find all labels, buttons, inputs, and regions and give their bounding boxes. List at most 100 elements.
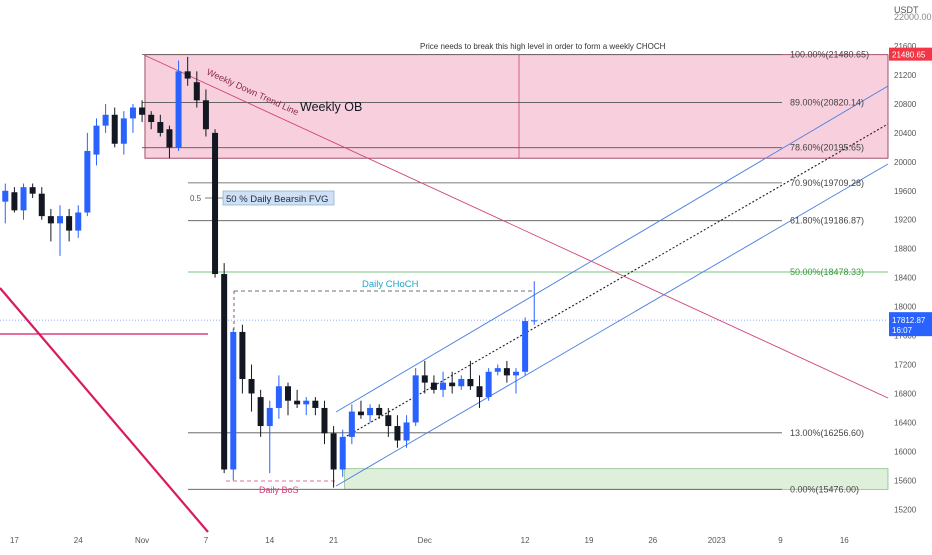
fvg-level-label: 0.5 (190, 194, 202, 203)
y-tick-label: 19600 (894, 187, 917, 196)
candle-body (367, 407, 374, 416)
candle-body (266, 407, 273, 427)
candle-body (503, 368, 510, 376)
candle-body (394, 426, 401, 441)
candle-body (75, 212, 82, 231)
channel-upper-line (335, 85, 889, 413)
x-tick-label: Nov (135, 536, 149, 545)
top-price-badge-text: 21480.65 (892, 51, 926, 60)
weekly-ob-label: Weekly OB (300, 100, 362, 114)
y-tick-label: 15200 (894, 505, 917, 514)
candle-body (513, 371, 519, 376)
candle-body (139, 107, 146, 115)
y-tick-label: 16000 (894, 447, 917, 456)
candle-body (348, 411, 355, 437)
weekly-ob-zone (144, 54, 889, 159)
y-tick-label: 18400 (894, 274, 917, 283)
candle-body (458, 378, 465, 387)
bos-label: Daily BoS (259, 485, 299, 495)
zone-layer (144, 54, 889, 490)
x-tick-label: 17 (10, 536, 19, 545)
candle-body (248, 378, 255, 394)
candle-body (230, 331, 237, 470)
y-tick-label: 21200 (894, 71, 917, 80)
candle-body (129, 107, 136, 119)
candle-body (303, 400, 310, 405)
candle-body (157, 122, 164, 133)
fib-level-label: 100.00%(21480.65) (790, 50, 869, 60)
axis-layer: USDT 22000.00 15200 15600 16000 16400 16800 1… (10, 5, 932, 545)
candle-body (257, 397, 264, 427)
candle-body (412, 375, 419, 423)
candle-body (11, 192, 18, 211)
candle-body (275, 386, 282, 408)
candle-body (2, 190, 9, 202)
candle-body (47, 216, 54, 224)
candle-body (285, 386, 291, 401)
fib-level-label: 0.00%(15476.00) (790, 484, 859, 494)
candle-body (440, 382, 447, 390)
x-tick-label: 7 (204, 536, 209, 545)
x-tick-label: 9 (778, 536, 783, 545)
candle-body (20, 187, 27, 211)
current-price-text: 17812.87 (892, 316, 926, 325)
candle-body (339, 436, 346, 470)
grid-layer (0, 54, 888, 490)
x-tick-label: 24 (74, 536, 83, 545)
candle-body (29, 187, 36, 194)
x-tick-label: 19 (585, 536, 594, 545)
candle-body (376, 407, 383, 416)
x-tick-label: 14 (265, 536, 274, 545)
y-tick-label: 18000 (894, 303, 917, 312)
candle-body (111, 114, 118, 144)
candle-body (184, 71, 191, 79)
candle-body (175, 71, 182, 148)
candle-body (476, 386, 483, 398)
candle-body (357, 411, 364, 416)
candle-body (330, 433, 337, 470)
y-tick-label: 20000 (894, 158, 917, 167)
fvg-label: 50 % Daily Bearsih FVG (226, 194, 328, 205)
candle-body (294, 400, 301, 405)
x-tick-label: 21 (329, 536, 338, 545)
candle-body (148, 114, 155, 123)
x-tick-label: 16 (840, 536, 849, 545)
candle-body (403, 422, 410, 441)
candle-body (66, 216, 73, 231)
y-tick-label: 17200 (894, 361, 917, 370)
y-tick-label: 16400 (894, 418, 917, 427)
candle-body (212, 132, 219, 275)
fib-level-label: 50.00%(18478.33) (790, 267, 864, 277)
candle-body (421, 375, 428, 383)
candle-body (467, 378, 474, 387)
candle-body (120, 118, 127, 144)
candle-body (202, 100, 209, 130)
candle-body (102, 114, 109, 126)
fib-level-label: 61.80%(19186.87) (790, 216, 864, 226)
candle-body (221, 274, 228, 470)
fib-level-label: 89.00%(20820.14) (790, 97, 864, 107)
candles-layer (2, 56, 538, 488)
top-note-text: Price needs to break this high level in … (420, 42, 666, 51)
y-tick-label: 15600 (894, 476, 917, 485)
choch-label: Daily CHoCH (362, 279, 419, 290)
x-tick-label: 26 (648, 536, 657, 545)
candle-body (430, 382, 437, 390)
candle-body (193, 82, 200, 101)
y-tick-label: 20400 (894, 129, 917, 138)
weekly-downtrend-line (143, 54, 889, 399)
candle-body (57, 216, 63, 224)
candle-body (494, 368, 501, 372)
channel-median-line (339, 123, 889, 441)
x-tick-label: 2023 (708, 536, 726, 545)
candle-body (531, 320, 538, 322)
y-tick-label: 16800 (894, 389, 917, 398)
channel-lower-line (335, 163, 889, 487)
candle-body (239, 331, 246, 379)
candle-body (485, 371, 492, 398)
x-tick-label: Dec (418, 536, 432, 545)
candle-body (449, 382, 456, 387)
y-tick-label: 21600 (894, 42, 917, 51)
